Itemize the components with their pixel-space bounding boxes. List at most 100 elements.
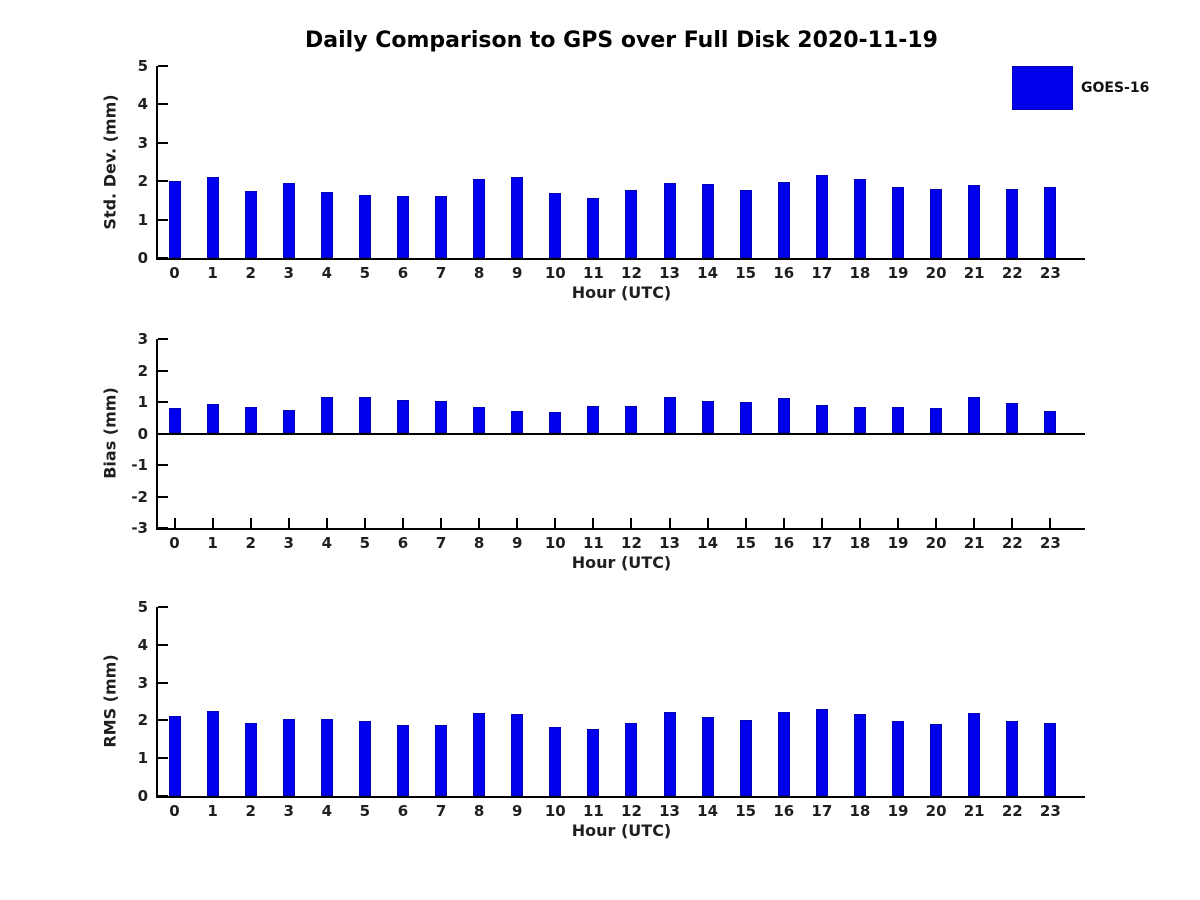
y-tick-label: 4 — [137, 95, 148, 114]
x-tick-label: 23 — [1039, 264, 1061, 282]
x-tick — [325, 518, 328, 528]
bar — [625, 723, 638, 796]
y-tick-label: -1 — [131, 456, 148, 474]
x-tick — [516, 518, 519, 528]
y-axis-label-std-dev: Std. Dev. (mm) — [100, 94, 120, 230]
x-tick-label: 17 — [811, 264, 833, 282]
bar — [358, 194, 371, 258]
bar — [244, 406, 257, 434]
y-tick-label: 2 — [137, 361, 148, 380]
x-tick-label: 9 — [512, 264, 523, 282]
y-tick-label: -2 — [131, 487, 148, 506]
x-tick-label: 19 — [887, 264, 909, 282]
x-tick-label: 16 — [773, 802, 795, 820]
x-tick — [858, 518, 861, 528]
x-tick — [592, 518, 595, 528]
bar — [1006, 402, 1019, 434]
x-tick-label: 16 — [773, 264, 795, 282]
x-tick — [478, 518, 481, 528]
x-tick-label: 14 — [697, 534, 719, 552]
plot-area-std-dev — [156, 66, 1085, 260]
plot-area-bias — [156, 339, 1085, 530]
y-tick — [158, 338, 168, 340]
x-tick-label: 14 — [697, 802, 719, 820]
x-tick-label: 20 — [925, 264, 947, 282]
y-tick-label: 3 — [137, 673, 148, 692]
bar — [1006, 189, 1019, 258]
bar — [549, 411, 562, 434]
y-tick — [158, 369, 168, 372]
bar — [777, 398, 790, 434]
bar — [815, 709, 828, 796]
bar — [968, 713, 981, 796]
x-tick — [363, 518, 366, 528]
y-tick — [158, 141, 168, 144]
bar — [320, 397, 333, 434]
bar — [892, 186, 905, 258]
bar — [358, 397, 371, 434]
x-tick-label: 18 — [849, 264, 871, 282]
x-tick-label: 2 — [245, 802, 256, 820]
bar — [930, 724, 943, 796]
x-tick-label: 6 — [397, 802, 409, 820]
x-tick — [1011, 518, 1014, 528]
x-tick-label: 21 — [963, 802, 985, 820]
x-axis-label-rms: Hour (UTC) — [571, 821, 672, 840]
y-tick — [158, 681, 168, 684]
y-tick-label: 1 — [137, 749, 148, 768]
x-tick-label: 4 — [321, 264, 333, 282]
x-tick-label: 13 — [659, 802, 680, 820]
y-tick-label: 2 — [137, 711, 148, 730]
bar — [244, 190, 257, 258]
bar — [168, 715, 181, 796]
bar — [473, 406, 486, 434]
x-tick-label: 11 — [582, 802, 604, 820]
y-tick-label: 2 — [137, 172, 148, 191]
x-tick-label: 8 — [473, 802, 485, 820]
bar — [930, 188, 943, 258]
x-tick-label: 0 — [169, 264, 180, 282]
bar — [168, 181, 181, 258]
x-tick-label: 9 — [512, 534, 523, 552]
y-tick — [158, 218, 168, 221]
x-tick-label: 5 — [359, 802, 371, 820]
x-tick-label: 21 — [963, 264, 985, 282]
x-tick-label: 5 — [359, 264, 371, 282]
x-tick-label: 12 — [621, 802, 642, 820]
x-tick-label: 6 — [397, 264, 409, 282]
x-tick — [935, 518, 938, 528]
y-tick-label: 3 — [137, 330, 148, 348]
bar — [206, 710, 219, 796]
y-tick-label: -3 — [131, 519, 148, 537]
y-tick — [158, 527, 168, 529]
bar — [701, 716, 714, 796]
x-tick-label: 22 — [1001, 802, 1023, 820]
x-tick-label: 17 — [811, 534, 833, 552]
x-tick-label: 20 — [925, 534, 947, 552]
x-tick-label: 13 — [659, 534, 680, 552]
x-tick-label: 7 — [435, 802, 447, 820]
bar — [625, 190, 638, 258]
y-tick-label: 0 — [137, 787, 148, 805]
bar — [587, 729, 600, 796]
y-tick-label: 5 — [137, 57, 148, 75]
bar — [320, 718, 333, 796]
x-tick-label: 4 — [321, 802, 333, 820]
x-tick-label: 1 — [207, 264, 218, 282]
x-tick — [973, 518, 976, 528]
bar — [358, 720, 371, 796]
bar — [511, 713, 524, 796]
bar — [282, 183, 295, 258]
x-tick — [820, 518, 823, 528]
x-tick-label: 17 — [811, 802, 833, 820]
bar — [206, 403, 219, 434]
x-tick — [287, 518, 290, 528]
bar — [815, 175, 828, 258]
x-tick-label: 2 — [245, 534, 256, 552]
y-tick — [158, 432, 168, 435]
y-tick-label: 3 — [137, 133, 148, 152]
bar — [396, 195, 409, 258]
bar — [777, 711, 790, 796]
x-tick-label: 18 — [849, 534, 871, 552]
x-tick — [744, 518, 747, 528]
